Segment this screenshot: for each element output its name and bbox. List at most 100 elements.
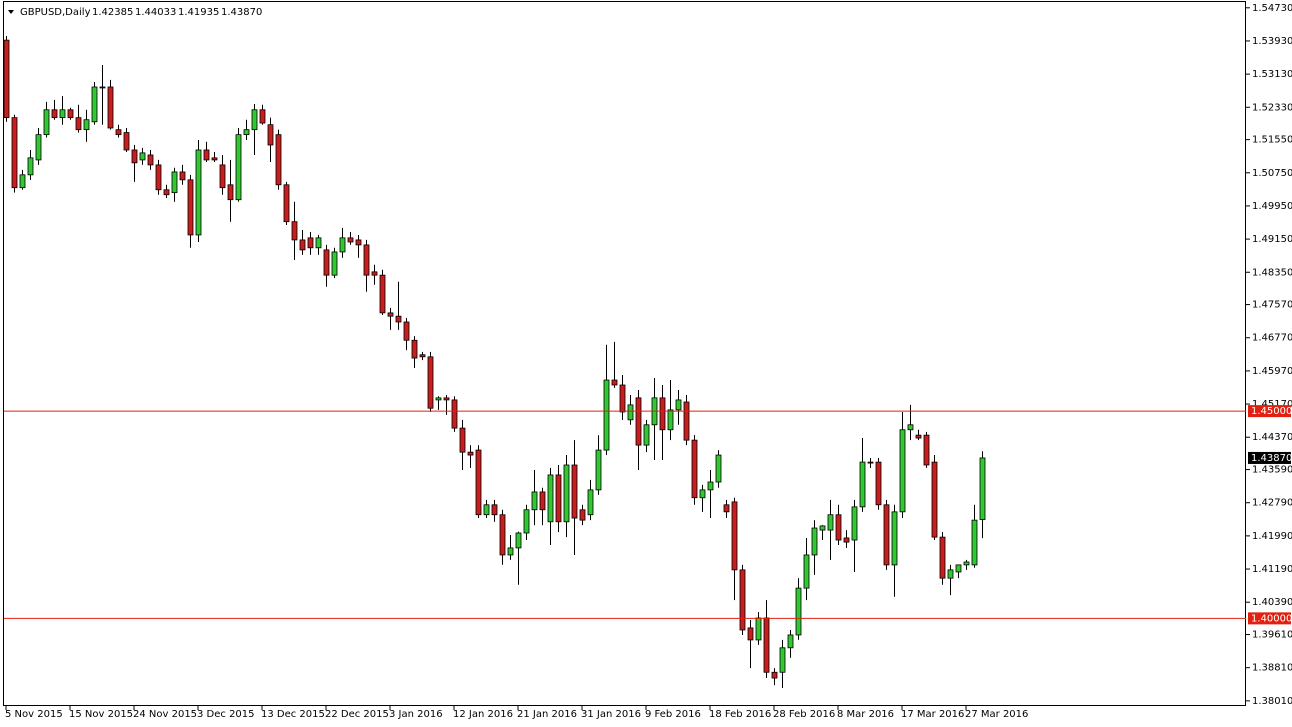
- x-tick-label: 31 Jan 2016: [581, 709, 641, 720]
- x-tick-label: 5 Nov 2015: [5, 709, 63, 720]
- x-tick-label: 8 Mar 2016: [837, 709, 894, 720]
- candle-body: [627, 404, 634, 421]
- candle-body: [139, 152, 146, 161]
- candle-body: [363, 244, 370, 276]
- y-tick-label: 1.47570: [1252, 300, 1292, 311]
- y-tick-label: 1.43590: [1252, 465, 1292, 476]
- candle-body: [523, 509, 530, 534]
- y-tick-label: 1.53130: [1252, 69, 1292, 80]
- y-tick-label: 1.52330: [1252, 102, 1292, 113]
- price-tag: [1248, 405, 1291, 418]
- candle-body: [715, 454, 722, 483]
- candle-body: [339, 237, 346, 253]
- x-tick-label: 9 Feb 2016: [645, 709, 701, 720]
- candle-body: [891, 511, 898, 566]
- candle-body: [83, 119, 90, 131]
- candle-body: [227, 184, 234, 201]
- candle-body: [579, 509, 586, 521]
- price-tag-label: 1.40000: [1251, 613, 1292, 624]
- candle-body: [451, 399, 458, 429]
- y-tick-label: 1.49950: [1252, 201, 1292, 212]
- candle-body: [219, 164, 226, 189]
- candle-body: [147, 154, 154, 166]
- candle-body: [331, 251, 338, 276]
- candle-body: [187, 179, 194, 236]
- candle-body: [459, 427, 466, 453]
- candle-body: [947, 569, 954, 579]
- candle-body: [747, 627, 754, 641]
- y-tick-label: 1.54730: [1252, 3, 1292, 14]
- candle-body: [539, 491, 546, 511]
- candle-body: [963, 561, 970, 566]
- candle-body: [675, 399, 682, 411]
- candle-body: [643, 424, 650, 446]
- candle-body: [899, 429, 906, 513]
- y-tick-label: 1.50750: [1252, 168, 1292, 179]
- x-tick-label: 18 Feb 2016: [709, 709, 771, 720]
- candle-body: [939, 536, 946, 579]
- candle-body: [155, 164, 162, 191]
- candle-body: [875, 461, 882, 506]
- candle-body: [827, 514, 834, 531]
- candle-body: [883, 504, 890, 566]
- candle-body: [275, 134, 282, 186]
- candle-body: [323, 249, 330, 276]
- x-tick-label: 17 Mar 2016: [901, 709, 964, 720]
- y-tick-label: 1.39610: [1252, 630, 1292, 641]
- candle-body: [667, 409, 674, 431]
- last-price-label: 1.43870: [1251, 453, 1292, 464]
- candle-body: [635, 397, 642, 446]
- x-tick-label: 27 Mar 2016: [965, 709, 1028, 720]
- candle-body: [467, 451, 474, 456]
- candle-body: [955, 564, 962, 573]
- y-tick-label: 1.42790: [1252, 498, 1292, 509]
- y-tick-label: 1.51550: [1252, 135, 1292, 146]
- candle-body: [347, 237, 354, 243]
- candle-body: [619, 384, 626, 413]
- candle-body: [283, 184, 290, 223]
- candle-body: [547, 474, 554, 523]
- candle-body: [419, 354, 426, 358]
- candle-body: [203, 149, 210, 161]
- candle-body: [299, 239, 306, 251]
- candle-body: [931, 461, 938, 538]
- candle-body: [795, 587, 802, 636]
- candle-body: [755, 617, 762, 641]
- y-tick-label: 1.44370: [1252, 432, 1292, 443]
- candle-body: [803, 554, 810, 589]
- x-tick-label: 28 Feb 2016: [773, 709, 835, 720]
- candle-body: [683, 401, 690, 441]
- candle-body: [19, 174, 26, 189]
- menu-arrow[interactable]: [8, 10, 14, 14]
- candle-body: [123, 132, 130, 151]
- candle-body: [699, 489, 706, 499]
- candle-body: [723, 504, 730, 513]
- candle-body: [427, 356, 434, 409]
- x-tick-label: 13 Dec 2015: [261, 709, 325, 720]
- candle-body: [843, 537, 850, 543]
- candle-body: [211, 157, 218, 161]
- candle-body: [811, 527, 818, 556]
- candle-body: [163, 189, 170, 196]
- x-tick-label: 3 Jan 2016: [389, 709, 443, 720]
- candle-body: [99, 86, 106, 89]
- price-tag: [1248, 612, 1291, 625]
- candle-body: [915, 434, 922, 439]
- candle-body: [835, 514, 842, 541]
- y-tick-label: 1.41190: [1252, 564, 1292, 575]
- candle-body: [707, 481, 714, 491]
- candle-body: [691, 439, 698, 499]
- candle-body: [563, 464, 570, 523]
- header-value: 1.43870: [221, 7, 262, 18]
- candle-body: [259, 109, 266, 124]
- candle-body: [355, 239, 362, 246]
- candle-body: [787, 634, 794, 649]
- candle-body: [499, 514, 506, 556]
- candle-body: [171, 171, 178, 194]
- candle-body: [387, 312, 394, 317]
- candle-body: [131, 149, 138, 164]
- candle-body: [315, 237, 322, 249]
- y-tick-label: 1.45170: [1252, 399, 1292, 410]
- candle-body: [531, 491, 538, 511]
